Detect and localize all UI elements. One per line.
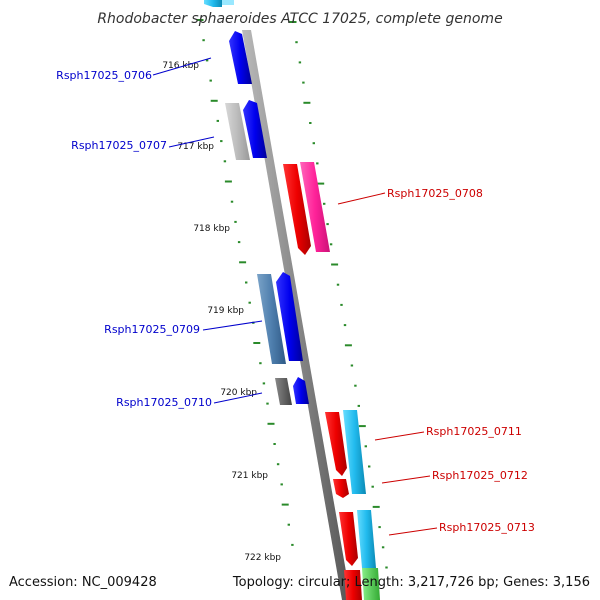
gene-label[interactable]: Rsph17025_0711 — [426, 425, 522, 438]
label-connector — [374, 431, 425, 441]
gene-label[interactable]: Rsph17025_0709 — [104, 323, 200, 336]
label-connector — [168, 136, 215, 148]
label-connector — [388, 527, 438, 536]
gene-feature-partial — [344, 570, 362, 600]
genome-summary-text: Topology: circular; Length: 3,217,726 bp… — [232, 575, 590, 590]
gene-feature-partial — [204, 0, 222, 7]
accession-text: Accession: NC_009428 — [9, 575, 157, 590]
gene-feature — [275, 378, 292, 405]
gene-feature — [225, 103, 250, 160]
gene-feature — [276, 272, 303, 361]
label-connector — [202, 320, 263, 331]
tick-label: 718 kbp — [193, 224, 230, 234]
tick-label: 719 kbp — [207, 306, 244, 316]
gene-label[interactable]: Rsph17025_0713 — [439, 521, 535, 534]
label-connector — [152, 57, 212, 76]
genome-backbone — [242, 30, 351, 600]
gene-feature-partial — [362, 568, 380, 600]
gene-feature — [243, 100, 267, 158]
gene-label[interactable]: Rsph17025_0708 — [387, 187, 483, 200]
label-connector — [213, 392, 263, 404]
gene-feature — [325, 412, 347, 476]
gene-label[interactable]: Rsph17025_0712 — [432, 469, 528, 482]
gene-feature — [300, 162, 330, 252]
gene-feature — [283, 164, 311, 255]
label-connector — [381, 475, 431, 484]
gene-feature-partial — [222, 0, 234, 5]
gene-feature — [293, 377, 309, 404]
gene-feature — [357, 510, 376, 568]
gene-label[interactable]: Rsph17025_0710 — [116, 396, 212, 409]
gene-label[interactable]: Rsph17025_0706 — [56, 69, 152, 82]
gene-feature — [343, 410, 366, 494]
label-connector — [337, 192, 386, 205]
tick-label: 722 kbp — [244, 553, 281, 563]
tick-label: 721 kbp — [231, 471, 268, 481]
gene-feature — [333, 479, 349, 498]
tick-label: 720 kbp — [220, 388, 257, 398]
map-title: Rhodobacter sphaeroides ATCC 17025, comp… — [97, 11, 502, 27]
gene-feature — [229, 31, 252, 84]
tick-label: 717 kbp — [177, 142, 214, 152]
gene-feature — [339, 512, 358, 566]
tick-label: 716 kbp — [162, 61, 199, 71]
gene-label[interactable]: Rsph17025_0707 — [71, 139, 167, 152]
gene-feature — [257, 274, 286, 364]
